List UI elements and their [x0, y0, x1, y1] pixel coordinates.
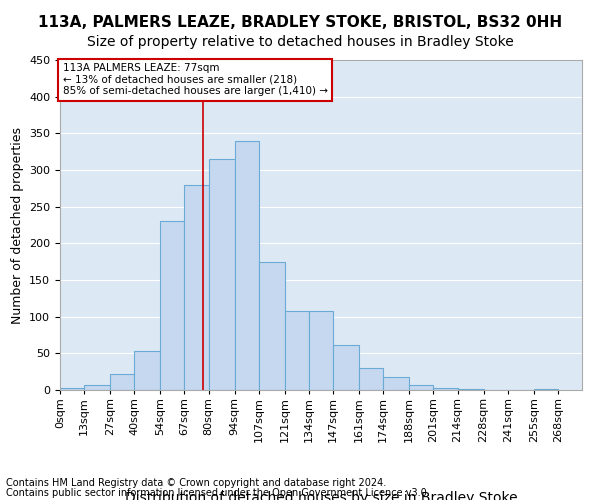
Text: Size of property relative to detached houses in Bradley Stoke: Size of property relative to detached ho… [86, 35, 514, 49]
Bar [110, 374, 134, 390]
Bar [209, 159, 235, 390]
Bar [84, 385, 110, 390]
Text: Contains public sector information licensed under the Open Government Licence v3: Contains public sector information licen… [6, 488, 430, 498]
Bar [184, 184, 209, 390]
Bar [134, 351, 160, 390]
Text: 113A PALMERS LEAZE: 77sqm
← 13% of detached houses are smaller (218)
85% of semi: 113A PALMERS LEAZE: 77sqm ← 13% of detac… [62, 64, 328, 96]
Bar [309, 311, 333, 390]
Bar [534, 388, 558, 390]
Bar [383, 377, 409, 390]
Bar [235, 140, 259, 390]
Bar [409, 385, 433, 390]
Bar [433, 388, 458, 390]
X-axis label: Distribution of detached houses by size in Bradley Stoke: Distribution of detached houses by size … [125, 490, 517, 500]
Bar [285, 311, 309, 390]
Bar [60, 388, 84, 390]
Text: Contains HM Land Registry data © Crown copyright and database right 2024.: Contains HM Land Registry data © Crown c… [6, 478, 386, 488]
Bar [160, 222, 184, 390]
Bar [259, 262, 285, 390]
Bar [458, 388, 484, 390]
Text: 113A, PALMERS LEAZE, BRADLEY STOKE, BRISTOL, BS32 0HH: 113A, PALMERS LEAZE, BRADLEY STOKE, BRIS… [38, 15, 562, 30]
Bar [359, 368, 383, 390]
Bar [333, 344, 359, 390]
Y-axis label: Number of detached properties: Number of detached properties [11, 126, 23, 324]
